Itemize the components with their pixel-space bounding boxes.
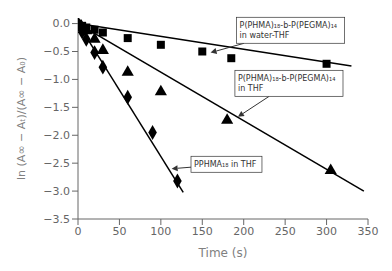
svg-text:350: 350 [358,225,379,238]
svg-text:−0.5: −0.5 [43,45,70,58]
svg-text:−3.5: −3.5 [43,213,70,226]
svg-text:P(PHMA)₁₈-b-P(PEGMA)₁₄: P(PHMA)₁₈-b-P(PEGMA)₁₄ [238,74,335,83]
svg-text:PPHMA₁₈ in THF: PPHMA₁₈ in THF [194,160,257,169]
svg-text:250: 250 [275,225,296,238]
svg-text:300: 300 [316,225,337,238]
svg-text:−1.0: −1.0 [43,73,70,86]
svg-text:100: 100 [150,225,171,238]
svg-text:−2.5: −2.5 [43,157,70,170]
svg-text:−3.0: −3.0 [43,185,70,198]
svg-text:50: 50 [112,225,126,238]
svg-text:in THF: in THF [238,84,264,93]
svg-text:0.0: 0.0 [53,17,71,30]
svg-text:Time (s): Time (s) [198,246,248,260]
svg-text:P(PHMA)₁₈-b-P(PEGMA)₁₄: P(PHMA)₁₈-b-P(PEGMA)₁₄ [240,21,337,30]
svg-text:−2.0: −2.0 [43,129,70,142]
svg-text:−1.5: −1.5 [43,101,70,114]
svg-text:in water-THF: in water-THF [240,31,290,40]
svg-text:ln (A∞ − Aₜ)/(A∞ − A₀): ln (A∞ − Aₜ)/(A∞ − A₀) [15,57,28,180]
svg-text:200: 200 [233,225,254,238]
svg-text:150: 150 [192,225,213,238]
svg-text:0: 0 [75,225,82,238]
